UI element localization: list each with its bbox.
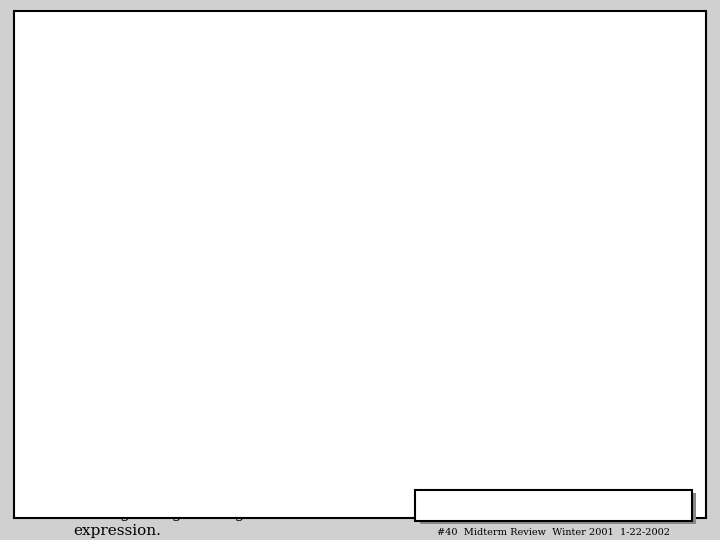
Text: –  Start with a logic diagram of the circuit.: – Start with a logic diagram of the circ… (73, 84, 402, 98)
Text: –  May start with an informal (possibly verbal) description
of the function perf: – May start with an informal (possibly v… (73, 258, 522, 289)
Text: •  Combinational Circuit Synthesis:: • Combinational Circuit Synthesis: (35, 207, 394, 225)
Text: –  A formal description of the circuit function in terms of a
truth table or log: – A formal description of the circuit fu… (73, 329, 525, 361)
Text: –  The logic expression is manipulated using Boolean (or
switching) algebra and : – The logic expression is manipulated us… (73, 402, 512, 451)
Text: EECC341 - Shaaban: EECC341 - Shaaban (472, 498, 635, 512)
Text: –  Proceed to a formal description of the function of the
circuit using truth ta: – Proceed to a formal description of the… (73, 122, 503, 153)
Text: #40  Midterm Review  Winter 2001  1-22-2002: #40 Midterm Review Winter 2001 1-22-2002 (437, 529, 670, 537)
Text: •  Combinational Circuit Analysis:: • Combinational Circuit Analysis: (35, 33, 380, 52)
Text: –  A logic diagram is generated based on the resulting logic
expression.: – A logic diagram is generated based on … (73, 507, 534, 538)
